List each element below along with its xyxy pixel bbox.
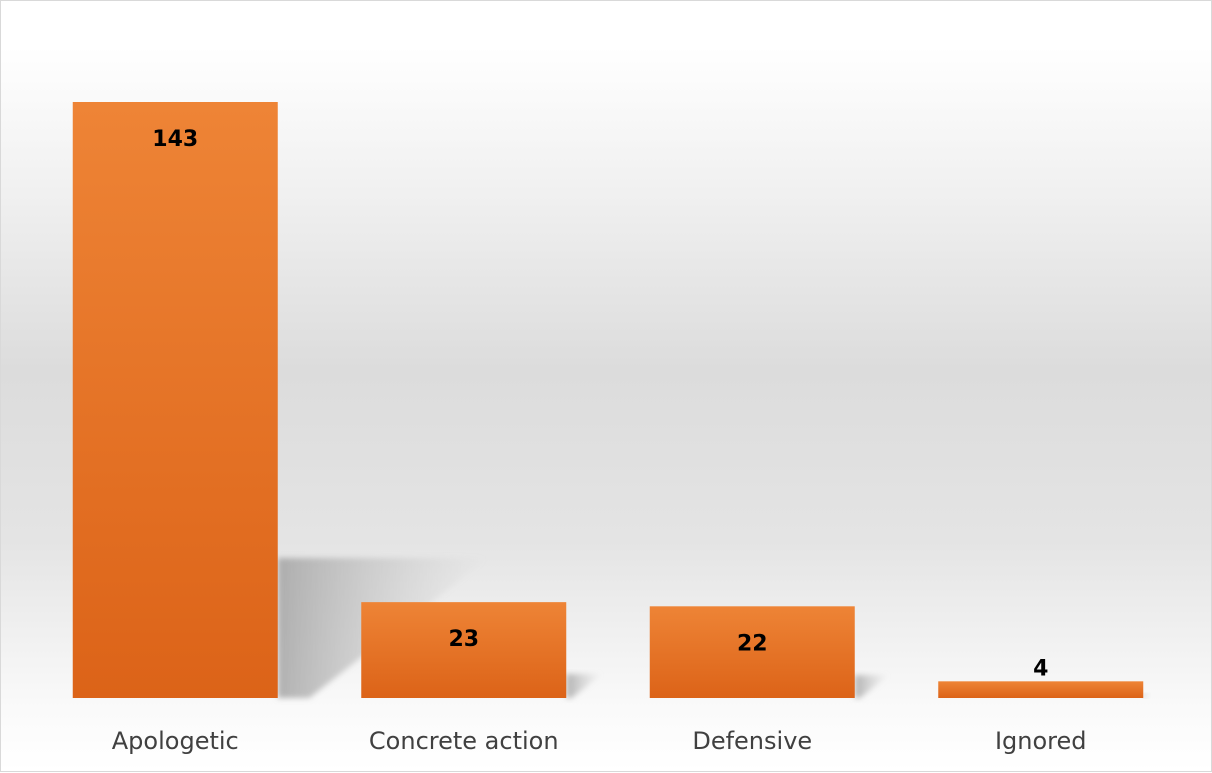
category-tick-label: Defensive <box>692 727 812 755</box>
bar-apologetic <box>72 102 278 698</box>
category-tick-label: Concrete action <box>369 727 559 755</box>
bar-shadow <box>566 674 603 698</box>
bar-shadow <box>1143 693 1150 698</box>
category-labels: Apologetic Concrete action Defensive Ignore… <box>112 727 1087 755</box>
bar-defensive <box>649 606 855 698</box>
data-label: 143 <box>152 127 198 152</box>
bar-shadow <box>854 675 890 698</box>
category-tick-label: Apologetic <box>112 727 239 755</box>
bar-concrete-action <box>361 602 567 698</box>
bar-ignored <box>938 681 1144 698</box>
value-labels: 143 23 22 4 <box>152 127 1048 681</box>
category-tick-label: Ignored <box>995 727 1087 755</box>
data-label: 22 <box>737 631 768 656</box>
bars <box>72 102 1144 698</box>
data-label: 23 <box>448 627 479 652</box>
data-label: 4 <box>1033 656 1048 681</box>
